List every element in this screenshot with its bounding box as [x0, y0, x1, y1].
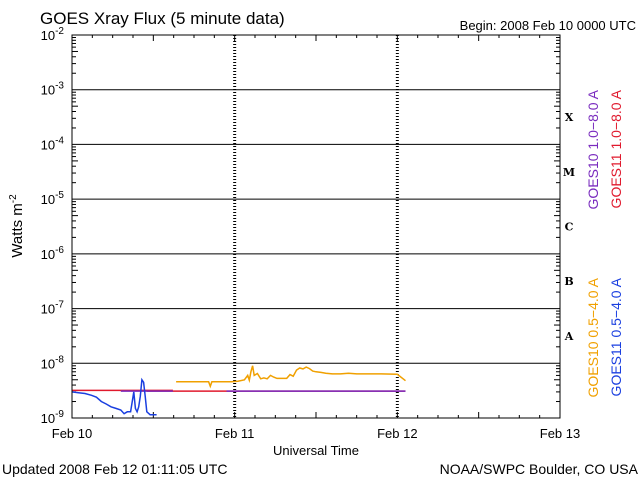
x-tick-label: Feb 13: [540, 426, 580, 441]
y-axis-label-exponent: -2: [8, 194, 19, 203]
updated-timestamp: Updated 2008 Feb 12 01:11:05 UTC: [2, 461, 227, 477]
y-tick-exponent: -6: [55, 245, 64, 256]
series-line: [176, 365, 406, 389]
x-tick-label: Feb 10: [52, 426, 92, 441]
flare-class-A: A: [564, 330, 574, 343]
y-tick-base: 10: [41, 356, 55, 371]
x-tick-label: Feb 11: [215, 426, 255, 441]
y-tick-label: 10-2: [41, 26, 65, 43]
y-tick-base: 10: [41, 137, 55, 152]
y-axis-ticks: 10-210-310-410-510-610-710-810-9: [41, 26, 560, 426]
y-tick-exponent: -4: [55, 135, 64, 146]
legend-right: GOES10 1.0−8.0 A GOES10 0.5−4.0 A GOES11 1…: [585, 89, 624, 397]
flare-class-C: C: [565, 221, 574, 234]
y-tick-exponent: -8: [55, 354, 64, 365]
legend-entry: GOES11 1.0−8.0 A: [608, 89, 624, 208]
y-tick-label: 10-7: [41, 300, 65, 317]
flare-class-labels: X M C B A: [563, 111, 575, 343]
y-tick-base: 10: [41, 83, 55, 98]
y-tick-base: 10: [41, 28, 55, 43]
y-tick-label: 10-3: [41, 81, 65, 98]
y-tick-exponent: -2: [55, 26, 64, 37]
chart-title: GOES Xray Flux (5 minute data): [40, 9, 285, 28]
y-tick-base: 10: [41, 302, 55, 317]
data-source: NOAA/SWPC Boulder, CO USA: [440, 461, 639, 477]
series-line: [71, 377, 157, 416]
x-axis-label: Universal Time: [273, 443, 359, 458]
y-tick-exponent: -5: [55, 190, 64, 201]
legend-entry: GOES10 1.0−8.0 A: [585, 89, 601, 209]
x-axis-ticks: Feb 10 Feb 11 Feb 12 Feb 13: [52, 35, 580, 441]
y-tick-exponent: -7: [55, 300, 64, 311]
y-tick-base: 10: [41, 411, 55, 426]
plot-grid: [72, 89, 560, 364]
begin-time-label: Begin: 2008 Feb 10 0000 UTC: [460, 18, 636, 33]
y-axis-label-text: Watts m: [9, 203, 26, 257]
y-tick-label: 10-6: [41, 245, 65, 262]
y-tick-base: 10: [41, 192, 55, 207]
legend-entry: GOES10 0.5−4.0 A: [585, 277, 601, 397]
legend-entry: GOES11 0.5−4.0 A: [608, 277, 624, 396]
flare-class-M: M: [563, 166, 575, 179]
plot-frame: [71, 34, 561, 419]
y-tick-base: 10: [41, 247, 55, 262]
flare-class-B: B: [564, 275, 573, 288]
x-tick-label: Feb 12: [377, 426, 417, 441]
y-axis-label: Watts m-2: [8, 194, 26, 258]
y-tick-label: 10-8: [41, 354, 65, 371]
y-tick-label: 10-5: [41, 190, 65, 207]
y-tick-label: 10-9: [41, 409, 65, 426]
y-tick-exponent: -3: [55, 81, 64, 92]
flare-class-X: X: [565, 111, 574, 124]
y-tick-label: 10-4: [41, 135, 65, 152]
y-tick-exponent: -9: [55, 409, 64, 420]
data-series: [71, 365, 406, 416]
